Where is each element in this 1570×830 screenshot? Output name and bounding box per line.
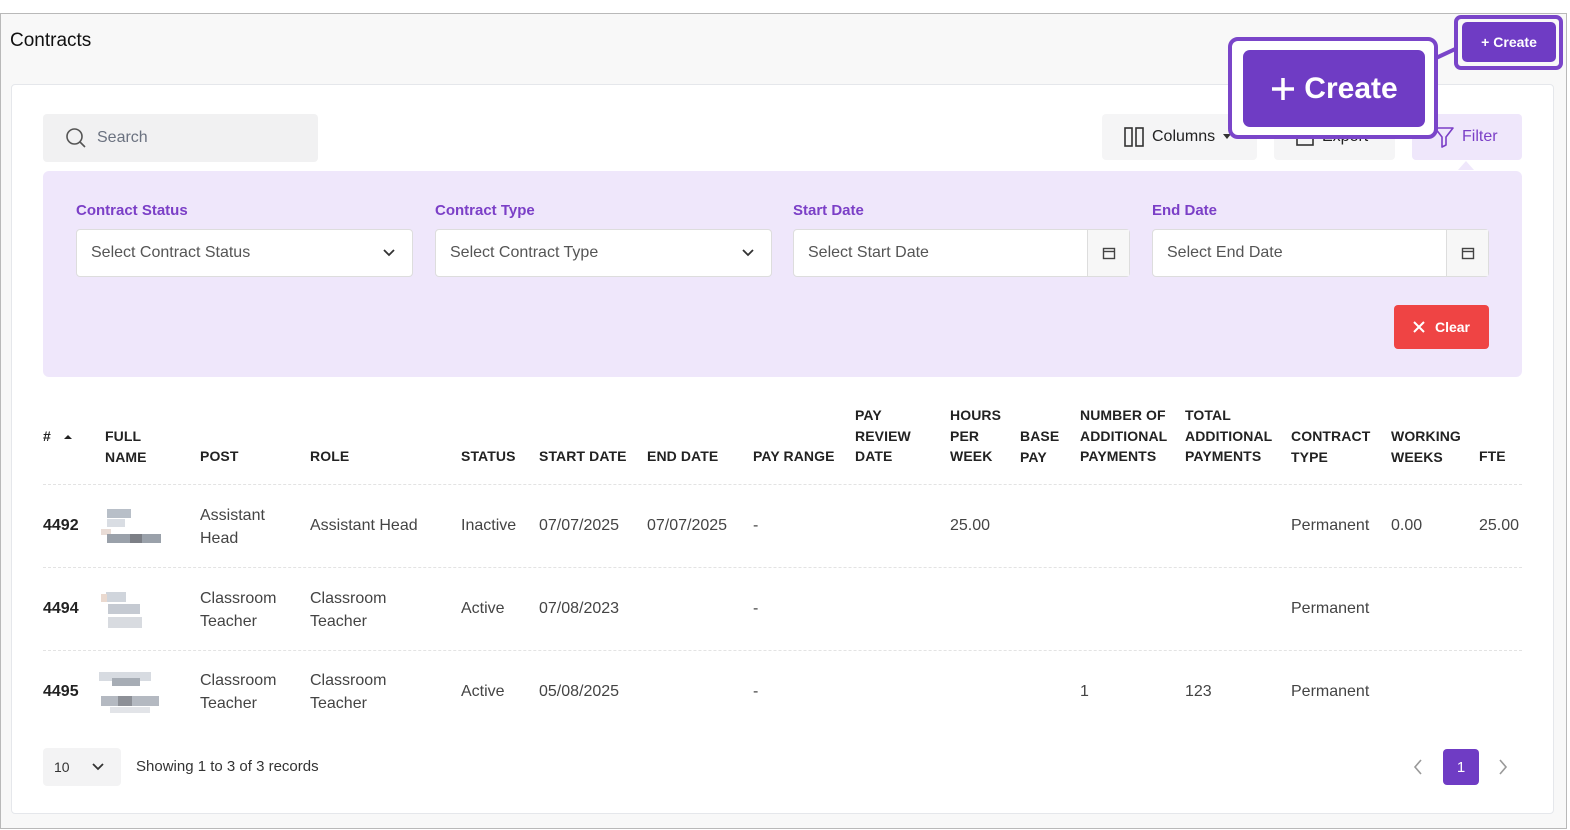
start-date-label: Start Date xyxy=(793,202,864,219)
create-zoom-label: Create xyxy=(1304,71,1398,105)
create-button[interactable]: + Create xyxy=(1462,22,1556,62)
cell-id: 4492 xyxy=(43,517,79,534)
columns-label: Columns xyxy=(1152,128,1216,145)
header-total-additional-payments[interactable]: TOTAL ADDITIONAL PAYMENTS xyxy=(1185,407,1273,464)
chevron-down-icon xyxy=(742,249,754,257)
search-input[interactable]: Search xyxy=(43,114,318,162)
avatar xyxy=(101,592,142,628)
header-hours-per-week[interactable]: HOURS PER WEEK xyxy=(950,407,1002,464)
search-icon xyxy=(66,128,86,148)
header-number-additional-payments[interactable]: NUMBER OF ADDITIONAL PAYMENTS xyxy=(1080,407,1168,464)
page-title: Contracts xyxy=(10,30,92,51)
start-date-placeholder: Select Start Date xyxy=(808,244,929,261)
close-icon xyxy=(1413,321,1425,333)
cell-start-date: 05/08/2025 xyxy=(539,683,620,700)
cell-role: Assistant Head xyxy=(310,517,418,534)
contract-type-placeholder: Select Contract Type xyxy=(450,244,599,261)
end-date-label: End Date xyxy=(1152,202,1218,219)
filter-icon xyxy=(1434,127,1454,148)
header-pay-review-date[interactable]: PAY REVIEW DATE xyxy=(855,407,911,464)
chevron-left-icon[interactable] xyxy=(1412,757,1424,777)
create-highlight-outline xyxy=(1454,15,1563,70)
cell-status: Active xyxy=(461,683,505,700)
page-1-button[interactable]: 1 xyxy=(1443,749,1479,785)
header-status[interactable]: STATUS xyxy=(461,448,516,464)
start-date-calendar-button[interactable] xyxy=(1087,230,1129,276)
header-base-pay[interactable]: BASE PAY xyxy=(1020,428,1060,465)
cell-role: Classroom Teacher xyxy=(310,590,387,630)
header-fte[interactable]: FTE xyxy=(1479,448,1506,464)
end-date-calendar-button[interactable] xyxy=(1446,230,1488,276)
header-id[interactable]: # xyxy=(43,426,73,447)
chevron-down-icon xyxy=(92,763,104,771)
filter-panel-pointer xyxy=(1458,161,1474,170)
avatar xyxy=(101,509,161,543)
cell-status: Inactive xyxy=(461,517,517,534)
contract-status-placeholder: Select Contract Status xyxy=(91,244,251,261)
cell-fte: 25.00 xyxy=(1479,517,1520,534)
filter-label: Filter xyxy=(1462,128,1498,145)
cell-pay-range: - xyxy=(753,600,759,617)
end-date-placeholder: Select End Date xyxy=(1167,244,1283,261)
start-date-input[interactable]: Select Start Date xyxy=(793,229,1130,277)
page-size-select[interactable]: 10 xyxy=(43,748,121,786)
header-post[interactable]: POST xyxy=(200,448,239,464)
cell-post: Assistant Head xyxy=(200,507,265,547)
cell-contract-type: Permanent xyxy=(1291,683,1370,700)
cell-start-date: 07/07/2025 xyxy=(539,517,620,534)
cell-working-weeks: 0.00 xyxy=(1391,517,1423,534)
cell-contract-type: Permanent xyxy=(1291,600,1370,617)
sort-asc-icon xyxy=(63,435,72,439)
columns-icon xyxy=(1124,127,1144,147)
header-full-name[interactable]: FULL NAME xyxy=(105,428,147,465)
cell-role: Classroom Teacher xyxy=(310,672,387,712)
caret-down-icon xyxy=(1223,134,1232,139)
cell-hours-per-week: 25.00 xyxy=(950,517,991,534)
cell-pay-range: - xyxy=(753,517,759,534)
cell-post: Classroom Teacher xyxy=(200,590,277,630)
header-end-date[interactable]: END DATE xyxy=(647,448,719,464)
cell-contract-type: Permanent xyxy=(1291,517,1370,534)
cell-number-additional-payments: 1 xyxy=(1080,683,1089,700)
header-start-date[interactable]: START DATE xyxy=(539,448,627,464)
cell-post: Classroom Teacher xyxy=(200,672,277,712)
contract-status-select[interactable]: Select Contract Status xyxy=(76,229,413,277)
header-working-weeks[interactable]: WORKING WEEKS xyxy=(1391,428,1461,465)
create-label: Create xyxy=(1493,34,1537,50)
create-button-zoomed[interactable]: Create xyxy=(1243,50,1425,127)
chevron-right-icon[interactable] xyxy=(1497,757,1509,777)
calendar-icon xyxy=(1461,247,1474,260)
header-divider xyxy=(43,484,1522,485)
cell-id: 4495 xyxy=(43,683,79,700)
plus-icon xyxy=(1272,77,1295,100)
records-summary: Showing 1 to 3 of 3 records xyxy=(136,758,319,775)
cell-pay-range: - xyxy=(753,683,759,700)
cell-start-date: 07/08/2023 xyxy=(539,600,620,617)
clear-label: Clear xyxy=(1434,319,1471,335)
search-placeholder: Search xyxy=(97,129,148,146)
contract-type-label: Contract Type xyxy=(435,202,535,219)
header-pay-range[interactable]: PAY RANGE xyxy=(753,448,835,464)
cell-end-date: 07/07/2025 xyxy=(647,517,728,534)
row-divider xyxy=(43,567,1522,568)
cell-id: 4494 xyxy=(43,600,79,617)
avatar xyxy=(99,672,159,713)
page-size-value: 10 xyxy=(54,759,70,775)
chevron-down-icon xyxy=(383,249,395,257)
header-contract-type[interactable]: CONTRACT TYPE xyxy=(1291,428,1371,465)
contract-status-label: Contract Status xyxy=(76,202,188,219)
end-date-input[interactable]: Select End Date xyxy=(1152,229,1489,277)
clear-filters-button[interactable]: Clear xyxy=(1394,305,1489,349)
cell-status: Active xyxy=(461,600,505,617)
row-divider xyxy=(43,650,1522,651)
header-role[interactable]: ROLE xyxy=(310,448,350,464)
cell-total-additional-payments: 123 xyxy=(1185,683,1212,700)
calendar-icon xyxy=(1102,247,1115,260)
plus-icon: + xyxy=(1481,34,1490,50)
contract-type-select[interactable]: Select Contract Type xyxy=(435,229,772,277)
